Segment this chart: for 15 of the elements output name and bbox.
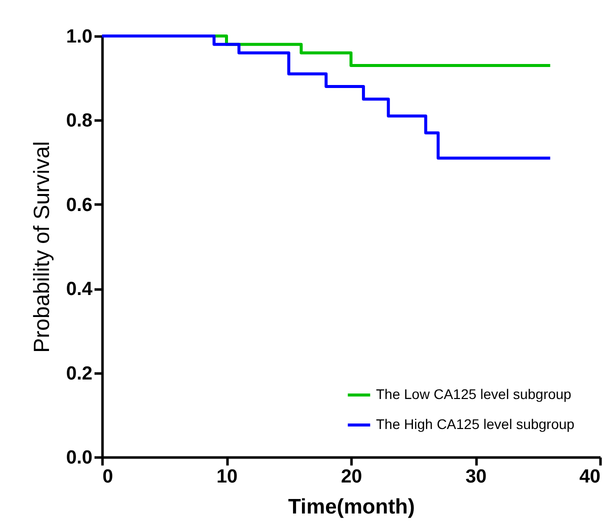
legend-label: The Low CA125 level subgroup — [376, 386, 572, 402]
x-tick-label: 30 — [465, 466, 487, 488]
y-tick-label: 0.0 — [66, 448, 92, 468]
y-tick-label: 1.0 — [66, 26, 92, 48]
y-tick-label: 0.4 — [66, 279, 93, 300]
x-tick-label: 10 — [216, 466, 238, 488]
y-tick-label: 0.2 — [66, 363, 92, 384]
x-tick-label: 40 — [579, 466, 600, 488]
x-tick-label: 20 — [340, 466, 362, 488]
legend-label: The High CA125 level subgroup — [376, 416, 575, 432]
y-tick-label: 0.6 — [66, 194, 92, 216]
y-axis-title: Probability of Survival — [29, 141, 54, 353]
x-axis-title: Time(month) — [288, 496, 415, 518]
x-tick-label: 0 — [102, 466, 114, 488]
y-tick-label: 0.8 — [66, 110, 92, 132]
